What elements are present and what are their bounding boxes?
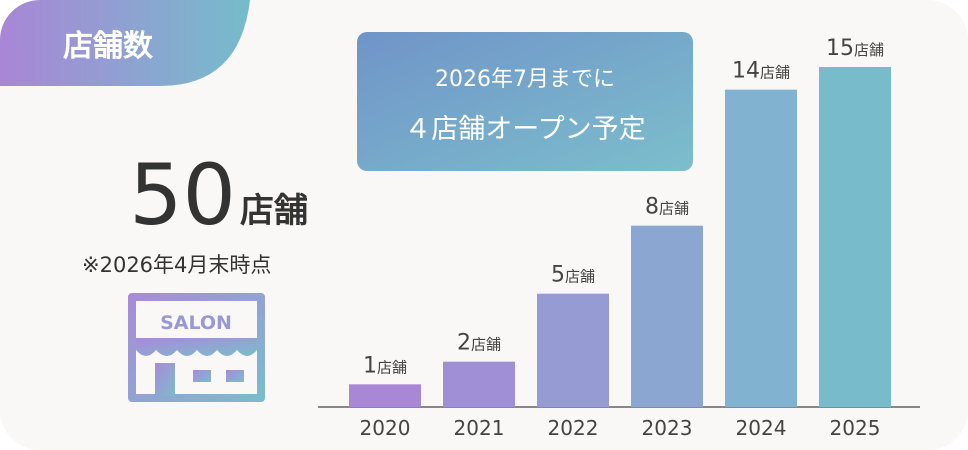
value-label: 5店舗: [551, 263, 595, 288]
callout-line2: ４店舗オープン予定: [404, 114, 645, 145]
salon-icon: SALON: [128, 293, 265, 402]
badge-text: 店舗数: [63, 29, 154, 64]
icon-awning: [136, 338, 257, 356]
badge: [0, 0, 250, 86]
icon-label: SALON: [160, 312, 232, 334]
callout: [357, 32, 693, 171]
value-label: 14店舗: [732, 59, 790, 84]
bar: [631, 225, 703, 407]
x-tick-label: 2025: [830, 416, 881, 440]
total-value: 50: [129, 146, 236, 244]
bar: [537, 293, 609, 407]
value-label: 8店舗: [645, 195, 689, 220]
x-tick-label: 2023: [642, 416, 693, 440]
value-label: 2店舗: [457, 331, 501, 356]
x-tick-label: 2024: [736, 416, 787, 440]
bar: [349, 384, 421, 407]
value-label: 15店舗: [826, 36, 884, 61]
value-label: 1店舗: [363, 353, 407, 378]
bars: 2020 1店舗 2021 2店舗 2022 5店舗 2023 8店舗 2024 14店舗 2025…: [349, 36, 891, 440]
x-tick-label: 2021: [454, 416, 505, 440]
icon-door: [155, 363, 175, 396]
icon-window: [226, 370, 244, 382]
callout-line1: 2026年7月までに: [435, 67, 615, 92]
x-tick-label: 2022: [548, 416, 599, 440]
bar: [725, 89, 797, 408]
note: ※2026年4月末時点: [82, 253, 271, 277]
total-unit: 店舗: [240, 191, 308, 231]
bar: [819, 67, 891, 407]
icon-window: [193, 370, 211, 382]
x-tick-label: 2020: [360, 416, 411, 440]
bar: [443, 361, 515, 407]
